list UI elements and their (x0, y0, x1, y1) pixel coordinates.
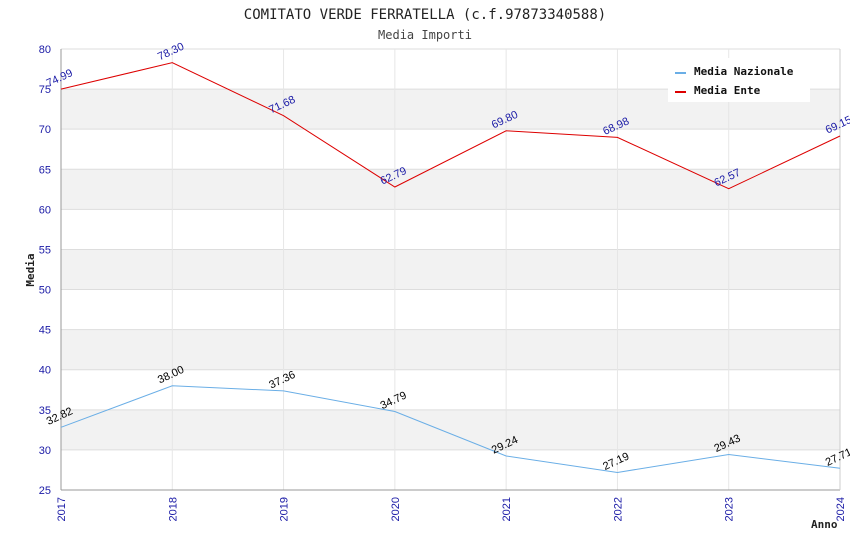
x-tick-label: 2023 (724, 497, 736, 521)
series-line-media-ente (60, 62, 841, 190)
y-tick-label: 35 (39, 405, 51, 417)
chart-subtitle: Media Importi (378, 28, 472, 42)
grid-bands (61, 89, 840, 450)
x-axis-label: Anno (811, 518, 838, 531)
x-tick-label: 2018 (167, 497, 179, 521)
y-tick-label: 65 (39, 164, 51, 176)
y-tick-label: 45 (39, 325, 51, 337)
chart-title: COMITATO VERDE FERRATELLA (c.f.978733405… (244, 7, 606, 23)
data-label: 34.79 (379, 390, 409, 413)
data-label: 74.99 (45, 67, 75, 90)
axes (60, 49, 841, 491)
x-tick-label: 2019 (279, 497, 291, 521)
y-axis-label: Media (24, 253, 37, 286)
series-line-media-nazionale (60, 385, 841, 473)
y-tick-label: 75 (39, 84, 51, 96)
x-tick-label: 2021 (501, 497, 513, 521)
legend-label-ente: Media Ente (694, 84, 761, 97)
grid-band (61, 169, 840, 210)
grid-band (61, 329, 840, 370)
y-tick-labels: 25 30 35 40 45 50 55 60 65 70 75 80 (39, 44, 51, 497)
x-tick-label: 2024 (835, 497, 847, 521)
grid-band (61, 409, 840, 450)
x-tick-label: 2022 (612, 497, 624, 521)
y-tick-label: 25 (39, 485, 51, 497)
data-label: 78.30 (156, 41, 186, 64)
legend: Media Nazionale Media Ente (668, 58, 810, 102)
y-tick-label: 30 (39, 445, 51, 457)
y-tick-label: 55 (39, 244, 51, 256)
x-tick-labels: 2017 2018 2019 2020 2021 2022 2023 2024 (56, 497, 847, 521)
x-tick-label: 2017 (56, 497, 68, 521)
series-lines (60, 62, 841, 473)
data-label: 27.19 (601, 450, 631, 473)
grid-band (61, 249, 840, 290)
data-label: 37.36 (267, 369, 297, 392)
legend-box (668, 58, 810, 102)
y-tick-label: 70 (39, 124, 51, 136)
x-tick-label: 2020 (390, 497, 402, 521)
y-tick-label: 40 (39, 365, 51, 377)
y-tick-label: 50 (39, 285, 51, 297)
legend-label-nazionale: Media Nazionale (694, 65, 794, 78)
y-tick-label: 80 (39, 44, 51, 56)
y-tick-label: 60 (39, 204, 51, 216)
